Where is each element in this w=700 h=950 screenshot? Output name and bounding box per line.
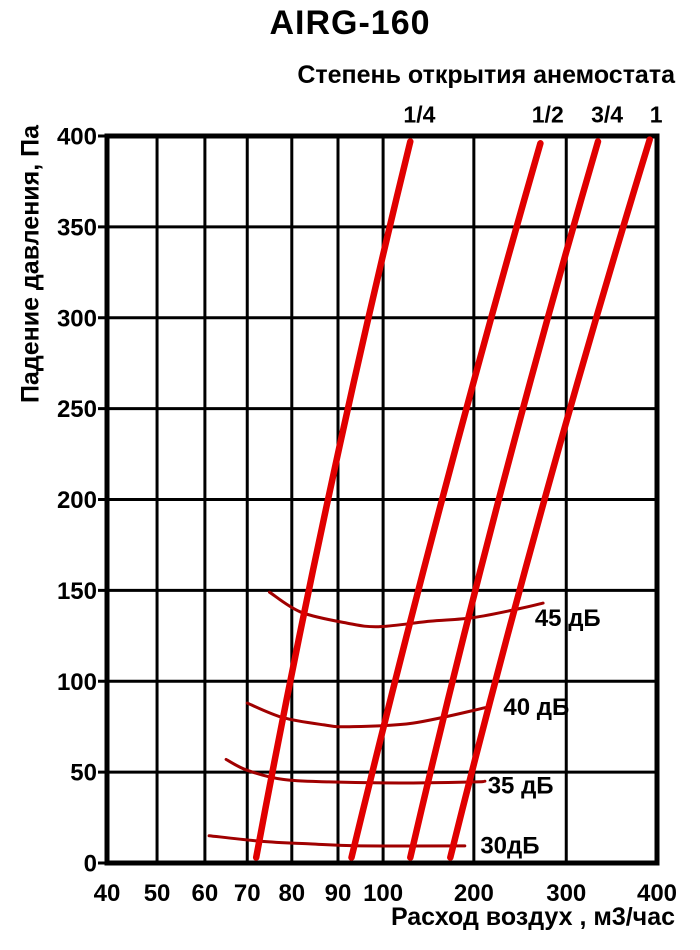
opening-label-3-4: 3/4 — [591, 102, 623, 128]
y-tick-label: 0 — [84, 851, 97, 878]
noise-label-35db: 35 дБ — [488, 772, 554, 799]
noise-label-30db: 30дБ — [480, 832, 539, 859]
opening-label-1-2: 1/2 — [532, 102, 564, 128]
y-tick-label: 50 — [70, 760, 97, 787]
opening-label-1-4: 1/4 — [403, 102, 435, 128]
x-tick-label: 40 — [94, 880, 121, 907]
opening-line-1-2 — [348, 140, 544, 861]
x-tick-label: 300 — [546, 880, 586, 907]
plot-border — [104, 133, 660, 866]
opening-label-1: 1 — [650, 102, 663, 128]
x-tick-label: 100 — [363, 880, 403, 907]
noise-label-40db: 40 дБ — [503, 694, 569, 721]
noise-curve-30db — [207, 834, 467, 848]
y-tick-label: 350 — [57, 214, 97, 241]
x-tick-label: 70 — [234, 880, 261, 907]
x-tick-label: 400 — [637, 880, 677, 907]
chart-subtitle: Степень открытия анемостата — [297, 61, 675, 89]
y-tick-label: 400 — [57, 124, 97, 151]
x-axis-title: Расход воздух , м3/час — [390, 903, 675, 931]
opening-line-3-4 — [407, 138, 602, 861]
noise-label-45db: 45 дБ — [535, 605, 601, 632]
x-tick-label: 90 — [325, 880, 352, 907]
chart-title: AIRG-160 — [269, 4, 431, 42]
y-tick-label: 300 — [57, 305, 97, 332]
y-tick-label: 250 — [57, 396, 97, 423]
x-tick-label: 80 — [278, 880, 305, 907]
opening-line-1-4 — [252, 138, 414, 861]
opening-line-1 — [447, 136, 653, 861]
x-tick-label: 200 — [454, 880, 494, 907]
noise-curve-35db — [224, 757, 487, 785]
y-tick-label: 150 — [57, 578, 97, 605]
x-tick-label: 60 — [192, 880, 219, 907]
y-tick-label: 100 — [57, 669, 97, 696]
y-tick-label: 200 — [57, 487, 97, 514]
x-tick-label: 50 — [144, 880, 171, 907]
